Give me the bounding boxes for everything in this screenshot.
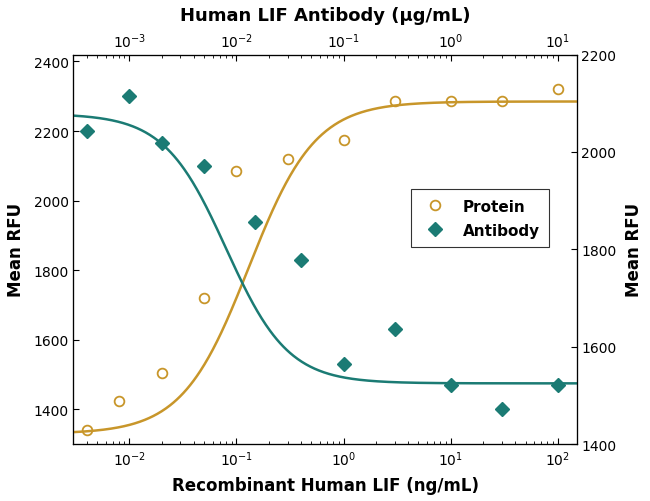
Line: Antibody: Antibody xyxy=(82,92,563,414)
X-axis label: Recombinant Human LIF (ng/mL): Recombinant Human LIF (ng/mL) xyxy=(172,476,478,494)
Antibody xyxy=(498,407,506,413)
Protein xyxy=(498,99,506,105)
Antibody xyxy=(252,219,259,225)
Protein xyxy=(340,137,348,143)
Protein xyxy=(554,87,562,93)
Antibody xyxy=(297,258,305,264)
X-axis label: Human LIF Antibody (μg/mL): Human LIF Antibody (μg/mL) xyxy=(180,7,470,25)
Antibody xyxy=(125,94,133,100)
Antibody xyxy=(554,382,562,388)
Protein xyxy=(83,427,90,433)
Protein xyxy=(200,296,208,302)
Protein xyxy=(391,99,398,105)
Line: Protein: Protein xyxy=(82,85,563,435)
Antibody xyxy=(158,141,166,147)
Protein xyxy=(233,169,240,175)
Antibody xyxy=(447,382,454,388)
Y-axis label: Mean RFU: Mean RFU xyxy=(7,203,25,297)
Antibody xyxy=(340,362,348,368)
Antibody xyxy=(200,163,208,169)
Antibody xyxy=(391,327,398,333)
Protein xyxy=(115,398,123,404)
Protein xyxy=(158,370,166,376)
Y-axis label: Mean RFU: Mean RFU xyxy=(625,203,643,297)
Antibody xyxy=(83,129,90,135)
Legend: Protein, Antibody: Protein, Antibody xyxy=(411,190,549,247)
Protein xyxy=(283,157,291,163)
Protein xyxy=(447,99,454,105)
